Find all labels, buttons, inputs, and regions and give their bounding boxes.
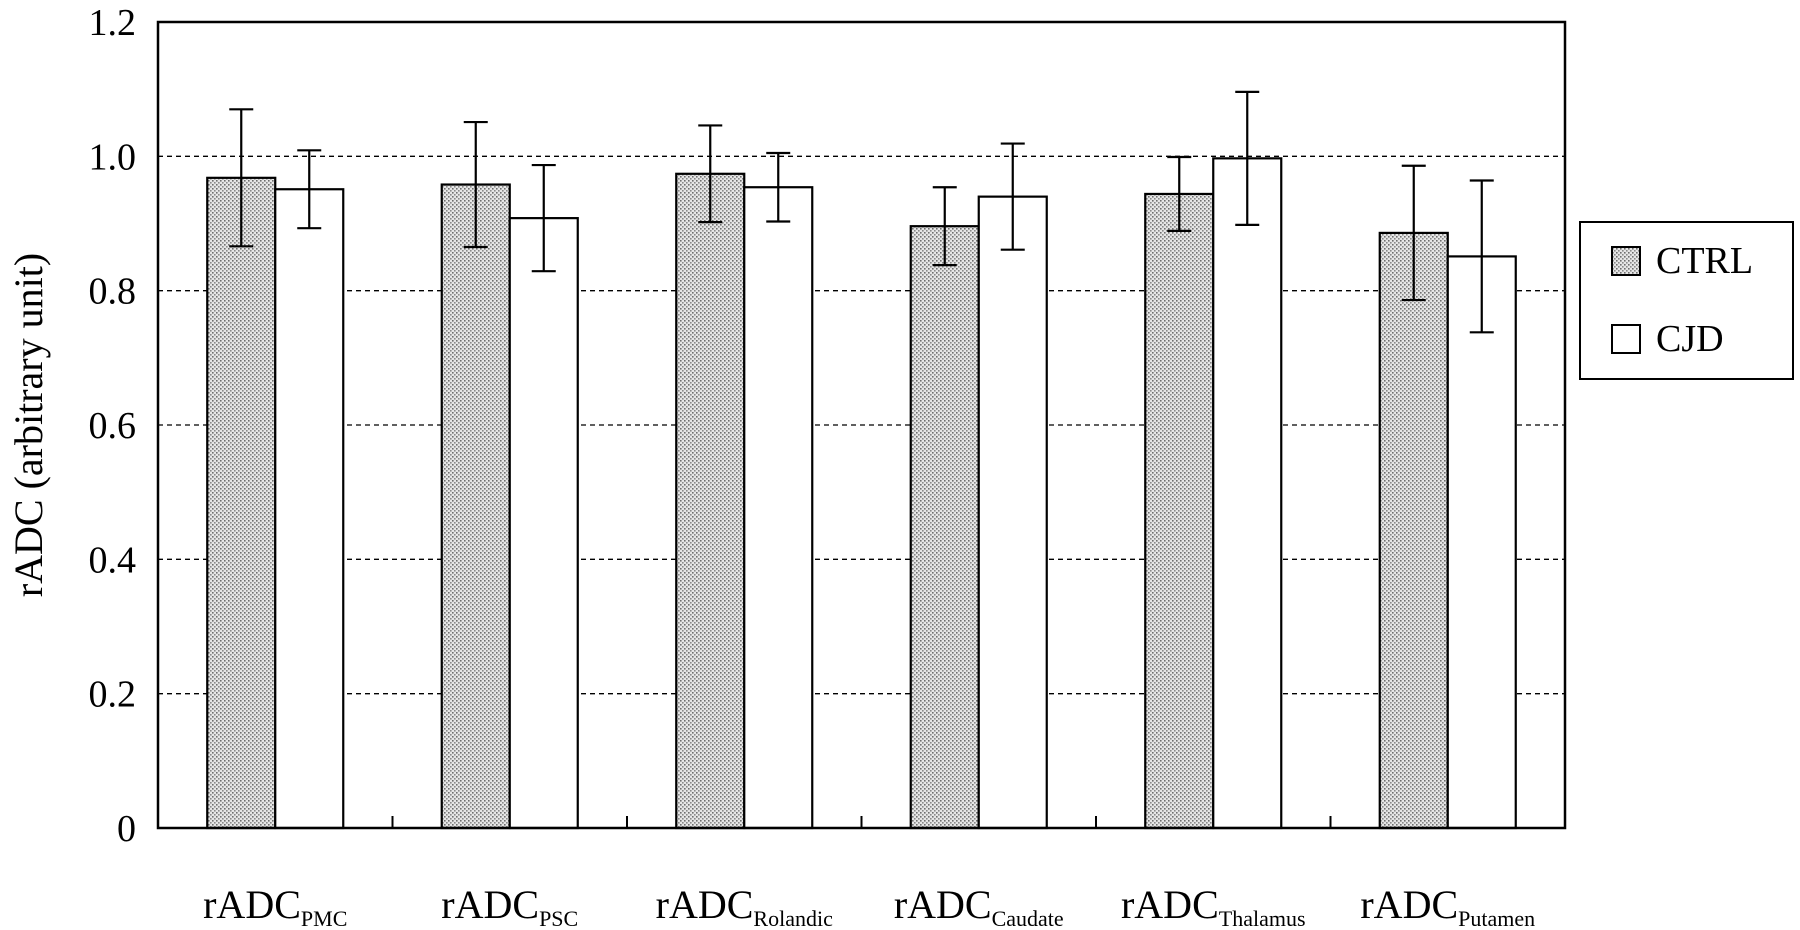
error-bar-cjd [1235, 90, 1260, 226]
bar-cjd [274, 188, 345, 830]
error-bar-ctrl [463, 120, 488, 249]
x-axis-category-labels: rADCPMC rADCPSC rADCRolandic rADCCaudate rAD… [203, 882, 1535, 930]
y-tick-label: 0.2 [89, 674, 137, 716]
y-tick-label: 0.6 [89, 405, 137, 447]
bars [206, 157, 1517, 830]
error-bar-cjd [766, 151, 791, 223]
y-tick-label: 1.2 [89, 2, 137, 44]
bar-ctrl [206, 176, 277, 830]
bar-cjd [977, 195, 1048, 830]
x-category-label: rADCCaudate [894, 882, 1064, 930]
legend-swatch-ctrl [1611, 246, 1641, 276]
error-bar-cjd [1000, 142, 1025, 251]
error-bar-ctrl [1401, 164, 1426, 302]
error-bar-ctrl [1167, 155, 1192, 232]
x-category-label: rADCPSC [441, 882, 578, 930]
y-tick-label: 0.8 [89, 271, 137, 313]
bar-cjd [743, 186, 814, 830]
legend-label-ctrl: CTRL [1656, 240, 1753, 282]
x-category-label: rADCPMC [203, 882, 347, 930]
error-bar-cjd [531, 163, 556, 273]
y-axis-tick-labels: 0 0.2 0.4 0.6 0.8 1.0 1.2 [89, 2, 137, 850]
y-tick-label: 1.0 [89, 136, 137, 178]
bar-ctrl [1378, 231, 1449, 830]
x-category-label: rADCThalamus [1121, 882, 1306, 930]
x-axis-ticks [391, 816, 1332, 828]
legend-swatch-cjd [1611, 324, 1641, 354]
bar-cjd [508, 217, 579, 830]
y-tick-label: 0 [117, 808, 136, 850]
error-bar-ctrl [229, 108, 254, 248]
y-tick-label: 0.4 [89, 539, 137, 581]
legend: CTRL CJD [1579, 221, 1794, 380]
legend-label-cjd: CJD [1656, 318, 1724, 360]
bar-ctrl [909, 225, 980, 830]
error-bar-cjd [297, 149, 322, 230]
gridlines [158, 155, 1565, 695]
bar-ctrl [675, 172, 746, 830]
bar-ctrl [440, 183, 511, 830]
bar-cjd [1212, 157, 1283, 830]
x-category-label: rADCPutamen [1360, 882, 1535, 930]
error-bar-ctrl [932, 186, 957, 267]
error-bar-ctrl [698, 124, 723, 224]
x-category-label: rADCRolandic [656, 882, 833, 930]
y-axis-label: rADC (arbitrary unit) [6, 253, 51, 597]
bar-cjd [1446, 255, 1517, 830]
error-bar-cjd [1469, 179, 1494, 334]
error-bars [229, 90, 1494, 334]
bar-ctrl [1144, 192, 1215, 830]
